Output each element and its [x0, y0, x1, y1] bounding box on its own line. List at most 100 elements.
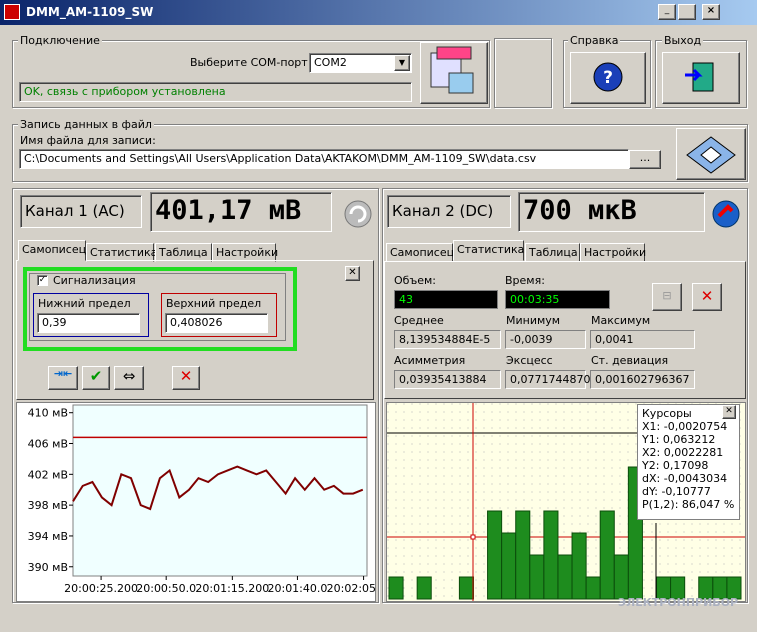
- title-bar: DMM_AM-1109_SW _ ×: [0, 0, 757, 25]
- histogram-bar: [388, 576, 404, 600]
- y-tick-label: 390 мВ: [28, 561, 68, 574]
- tool-button[interactable]: ⇥⇤: [48, 366, 78, 390]
- stat-value: 0,03935413884: [394, 370, 501, 389]
- svg-text:?: ?: [603, 68, 613, 88]
- group-label: Выход: [662, 34, 704, 47]
- stat-label: Максимум: [591, 314, 651, 327]
- connect-icon: [430, 46, 474, 94]
- tab[interactable]: Самописец: [18, 240, 86, 261]
- y-tick-label: 398 мВ: [28, 499, 68, 512]
- stat-label: Среднее: [394, 314, 444, 327]
- channel-label: Канал 2 (DC): [387, 195, 511, 228]
- histogram-bar: [571, 532, 587, 600]
- x-tick-label: 20:00:50.0: [136, 582, 196, 595]
- stat-label: Объем:: [394, 274, 436, 287]
- histogram-bar: [416, 576, 432, 600]
- stat-label: Ст. девиация: [591, 354, 669, 367]
- cursor-line: Y2: 0,17098: [642, 459, 709, 472]
- channel-label: Канал 1 (AC): [20, 195, 142, 228]
- cursor-title: Курсоры: [642, 407, 692, 420]
- tab[interactable]: Статистика: [453, 240, 524, 261]
- histogram-bar: [557, 554, 573, 600]
- y-tick-label: 410 мВ: [28, 407, 68, 420]
- close-button[interactable]: ×: [702, 4, 720, 20]
- histogram-bar: [487, 510, 503, 600]
- close-alarm[interactable]: ✕: [345, 266, 360, 281]
- channel2-panel: [382, 188, 748, 603]
- cursor-line: P(1,2): 86,047 %: [642, 498, 735, 511]
- tab[interactable]: Самописец: [386, 243, 454, 262]
- tab-content: [16, 260, 374, 400]
- alarm-frame: [23, 267, 297, 351]
- cursor-close[interactable]: ✕: [722, 405, 736, 419]
- file-label: Имя файла для записи:: [20, 134, 156, 147]
- cursor-line: X2: 0,0022281: [642, 446, 724, 459]
- cursor-line: dX: -0,0043034: [642, 472, 728, 485]
- cursor-line: X1: -0,0020754: [642, 420, 728, 433]
- cursor-lines: X1: -0,0020754 Y1: 0,063212 X2: 0,0022281 Y…: [642, 420, 735, 511]
- exit-button[interactable]: [662, 52, 740, 104]
- tool-button[interactable]: ✕: [172, 366, 200, 390]
- channel1-panel: [12, 188, 379, 603]
- stat-value: 0,07717448703: [505, 370, 597, 389]
- histogram-bar: [458, 576, 474, 600]
- tab[interactable]: Настройки: [212, 243, 278, 262]
- x-tick-label: 20:01:40.0: [267, 582, 327, 595]
- tab-content: [384, 261, 746, 399]
- help-button[interactable]: ?: [570, 52, 646, 104]
- connect-button[interactable]: [420, 42, 488, 104]
- channel-icon[interactable]: [710, 198, 742, 230]
- tab[interactable]: Настройки: [580, 243, 646, 262]
- stat-value: 8,139534884E-5: [394, 330, 501, 349]
- channel-icon[interactable]: [342, 198, 374, 230]
- floppy-icon: [686, 136, 736, 174]
- tab[interactable]: Таблица: [155, 243, 212, 262]
- port-label: Выберите COM-порт:: [190, 56, 312, 69]
- app-icon: [4, 4, 20, 20]
- minimize-button[interactable]: _: [658, 4, 676, 20]
- checkbox-label: Сигнализация: [53, 274, 136, 287]
- upper-limit[interactable]: 0,408026: [165, 313, 268, 333]
- histogram-bar: [501, 532, 517, 600]
- stat-value: -0,0039: [505, 330, 586, 349]
- stats-button[interactable]: ⊟: [652, 283, 682, 311]
- window-title: DMM_AM-1109_SW: [26, 5, 154, 19]
- field-label: Нижний предел: [38, 297, 131, 310]
- x-tick-label: 20:01:15.200: [195, 582, 269, 595]
- tab[interactable]: Статистика: [86, 243, 157, 262]
- stat-label: Асимметрия: [394, 354, 466, 367]
- tool-button[interactable]: ⇔: [114, 366, 144, 390]
- checkbox[interactable]: ✓: [37, 275, 48, 286]
- browse-button[interactable]: ...: [629, 150, 661, 169]
- x-tick-label: 20:02:05.200: [327, 582, 376, 595]
- maximize-button[interactable]: [678, 4, 696, 20]
- stat-label: Эксцесс: [506, 354, 553, 367]
- empty-panel: [494, 38, 552, 108]
- exit-icon: [685, 62, 714, 92]
- file-path[interactable]: C:\Documents and Settings\All Users\Appl…: [19, 149, 629, 169]
- field-label: Верхний предел: [166, 297, 262, 310]
- help-icon: ?: [593, 62, 623, 92]
- reading: 401,17 мВ: [150, 192, 332, 232]
- cursor-point: [470, 534, 476, 540]
- watermark: ЭЛЕКТРОНПРИБОР: [618, 596, 739, 609]
- alarm-box: [29, 273, 286, 341]
- plot-area: [72, 404, 368, 577]
- tab[interactable]: Таблица: [525, 243, 580, 262]
- port-select[interactable]: COM2: [309, 53, 412, 73]
- histogram-bar: [726, 576, 742, 600]
- y-tick-label: 394 мВ: [28, 530, 68, 543]
- line-chart: 390 мВ 394 мВ 398 мВ 402 мВ 406 мВ 410 мВ 20:0…: [16, 402, 376, 602]
- lower-limit[interactable]: 0,39: [37, 313, 140, 333]
- stat-value: 43: [394, 290, 498, 309]
- stat-value: 00:03:35: [505, 290, 610, 309]
- tool-button[interactable]: ✔: [82, 366, 110, 390]
- histogram-bar: [585, 576, 601, 600]
- save-button[interactable]: [676, 128, 746, 180]
- data-line: [72, 465, 364, 511]
- y-tick-label: 402 мВ: [28, 468, 68, 481]
- dropdown-arrow[interactable]: ▼: [394, 55, 410, 71]
- stats-reset[interactable]: ✕: [692, 283, 722, 311]
